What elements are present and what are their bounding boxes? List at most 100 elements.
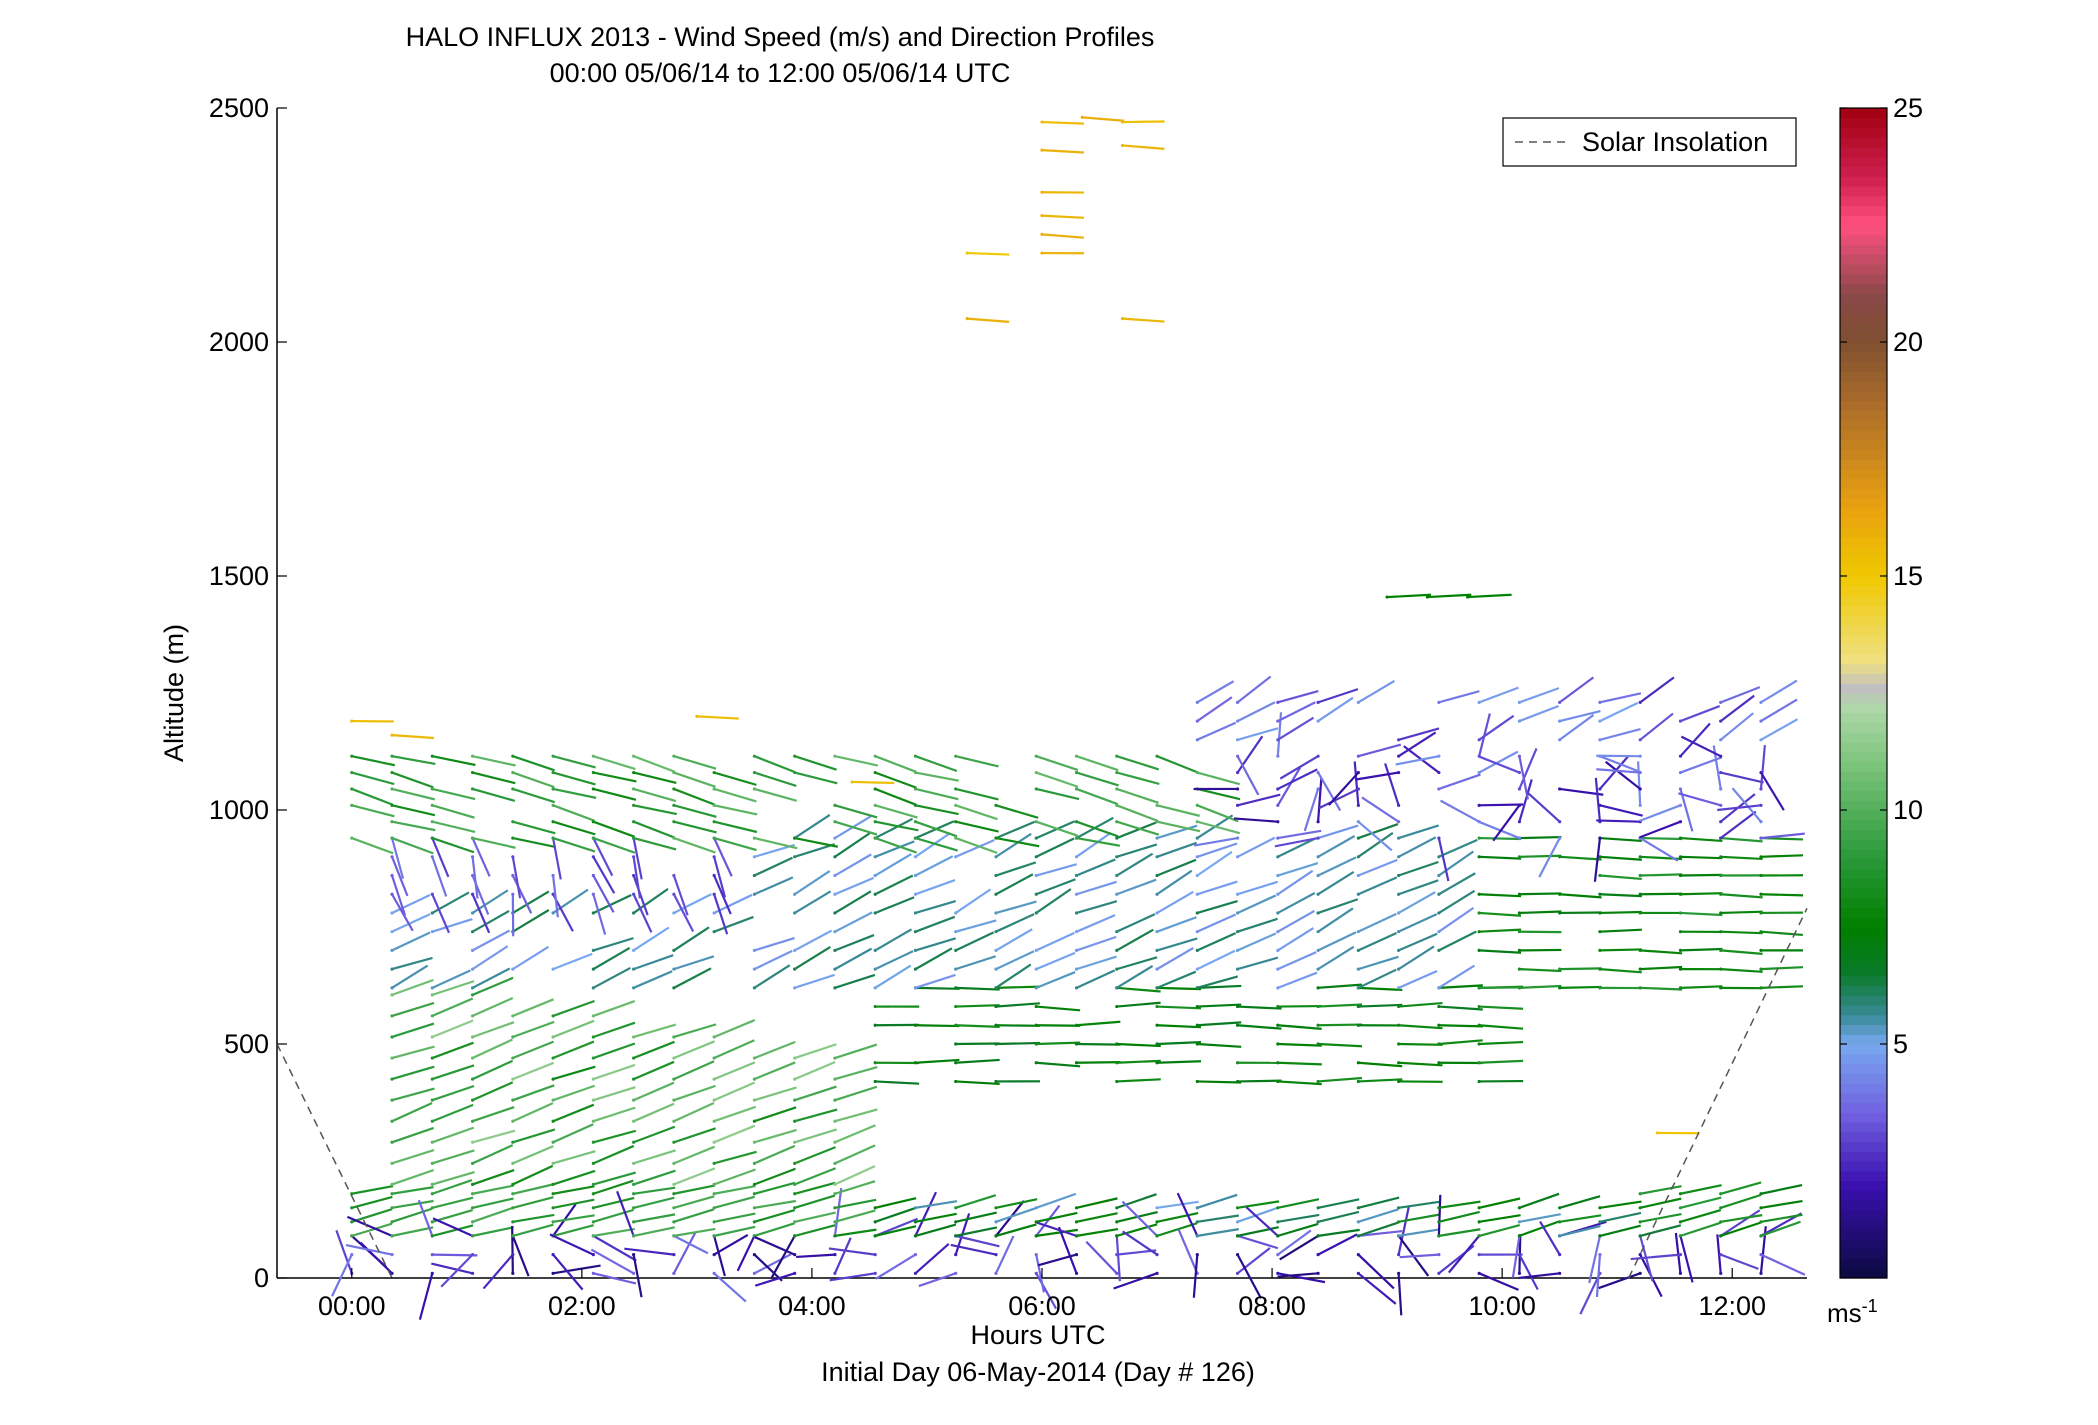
wind-barb (1277, 701, 1316, 723)
wind-barb (1604, 760, 1641, 790)
wind-barb (391, 1045, 435, 1060)
colorbar-band (1840, 205, 1887, 216)
wind-barb-dot (1425, 595, 1429, 599)
wind-barb-dot (1477, 948, 1481, 953)
wind-barb-dot (430, 1253, 434, 1257)
wind-barb-dot (1397, 820, 1401, 824)
wind-barb-dot (1437, 1220, 1441, 1224)
wind-barb (1358, 1221, 1399, 1237)
wind-barb (834, 890, 872, 914)
wind-barb (833, 1237, 852, 1274)
wind-barb-dot (1316, 836, 1320, 840)
colorbar-band (1840, 995, 1887, 1006)
wind-barb-dot (833, 1182, 837, 1186)
wind-barb (713, 1235, 726, 1277)
wind-barb-dot (712, 836, 716, 840)
wind-barb-dot (954, 836, 958, 840)
wind-barb (1116, 1223, 1158, 1237)
wind-barb (955, 955, 997, 971)
wind-barb-dot (793, 855, 797, 859)
wind-barb (431, 1084, 475, 1102)
wind-barb-dot (1678, 719, 1683, 723)
wind-barb-dot (551, 803, 555, 807)
wind-barb-dot (1316, 1271, 1320, 1275)
wind-barb-dot (511, 1140, 515, 1144)
wind-barb-dot (1276, 911, 1280, 915)
wind-barb-dot (1517, 820, 1522, 824)
wind-barb-dot (1558, 719, 1562, 723)
colorbar-band (1840, 195, 1887, 207)
wind-barb (1760, 1253, 1806, 1276)
wind-barb-dot (1759, 1220, 1763, 1224)
wind-barb (1156, 824, 1198, 840)
colorbar-band (1840, 381, 1887, 392)
colorbar-band (1840, 780, 1887, 792)
wind-barb-dot (833, 1098, 837, 1102)
wind-barb (1057, 1226, 1078, 1274)
wind-barb (1438, 872, 1476, 896)
colorbar-band (1840, 1083, 1887, 1094)
wind-barb-dot (833, 1220, 837, 1224)
colorbar-band (1840, 1229, 1887, 1240)
wind-barb (1041, 214, 1085, 219)
wind-barb-dot (632, 948, 636, 953)
wind-barb-dot (1719, 1206, 1723, 1210)
wind-barb (1116, 820, 1160, 836)
wind-barb-dot (1235, 836, 1240, 840)
colorbar-tick-label: 25 (1893, 93, 1923, 123)
wind-barb-dot (632, 873, 636, 878)
wind-barb (1035, 951, 1076, 971)
colorbar-band (1840, 507, 1887, 519)
wind-barb-dot (470, 1140, 475, 1144)
wind-barb-dot (833, 911, 837, 915)
wind-barb (1720, 855, 1763, 861)
wind-barb-dot (1034, 1206, 1038, 1210)
wind-barb-dot (470, 911, 475, 915)
wind-barb (875, 1080, 920, 1085)
colorbar-band (1840, 839, 1887, 850)
wind-barb-dot (1638, 1192, 1642, 1196)
wind-barb-dot (1598, 719, 1602, 723)
wind-barb-dot (994, 1253, 998, 1257)
wind-barb-dot (1719, 719, 1723, 723)
wind-barb-dot (390, 930, 394, 934)
wind-barb (1518, 779, 1533, 823)
wind-barb (1439, 799, 1480, 823)
wind-barb (391, 820, 436, 832)
wind-barb-dot (1235, 803, 1240, 807)
wind-barb (852, 780, 895, 785)
colorbar-band (1840, 956, 1887, 967)
wind-barb-dot (1316, 1023, 1320, 1027)
wind-barb-dot (1356, 1220, 1360, 1224)
wind-barb-dot (1034, 754, 1038, 758)
wind-barb-dot (350, 1206, 354, 1210)
wind-barb-dot (1719, 754, 1723, 758)
wind-barb (593, 1196, 635, 1209)
wind-barbs (331, 115, 1806, 1320)
wind-barb-dot (1397, 1004, 1401, 1009)
wind-barb (995, 900, 1037, 915)
wind-barb (593, 1086, 636, 1102)
wind-barb-dot (1356, 873, 1360, 878)
wind-barb (632, 1254, 643, 1298)
colorbar-band (1840, 917, 1887, 928)
wind-barb-dot (965, 317, 969, 321)
wind-barb-dot (1719, 892, 1723, 896)
wind-barb-dot (1477, 803, 1481, 807)
wind-barb-dot (913, 1061, 918, 1065)
wind-barb-dot (390, 787, 394, 791)
colorbar-band (1840, 420, 1887, 431)
wind-barb-dot (793, 770, 797, 775)
wind-barb-dot (1316, 787, 1320, 791)
wind-barb-dot (1638, 770, 1642, 775)
wind-barb (512, 1020, 555, 1039)
wind-barb (592, 1144, 635, 1165)
wind-barb (754, 787, 798, 802)
wind-barb-dot (1638, 1206, 1642, 1210)
wind-barb (1277, 1272, 1326, 1284)
wind-barb (592, 893, 607, 935)
wind-barb (794, 973, 835, 989)
wind-barb (1720, 930, 1763, 935)
wind-barb (1035, 1254, 1045, 1293)
wind-barb-dot (632, 803, 636, 807)
